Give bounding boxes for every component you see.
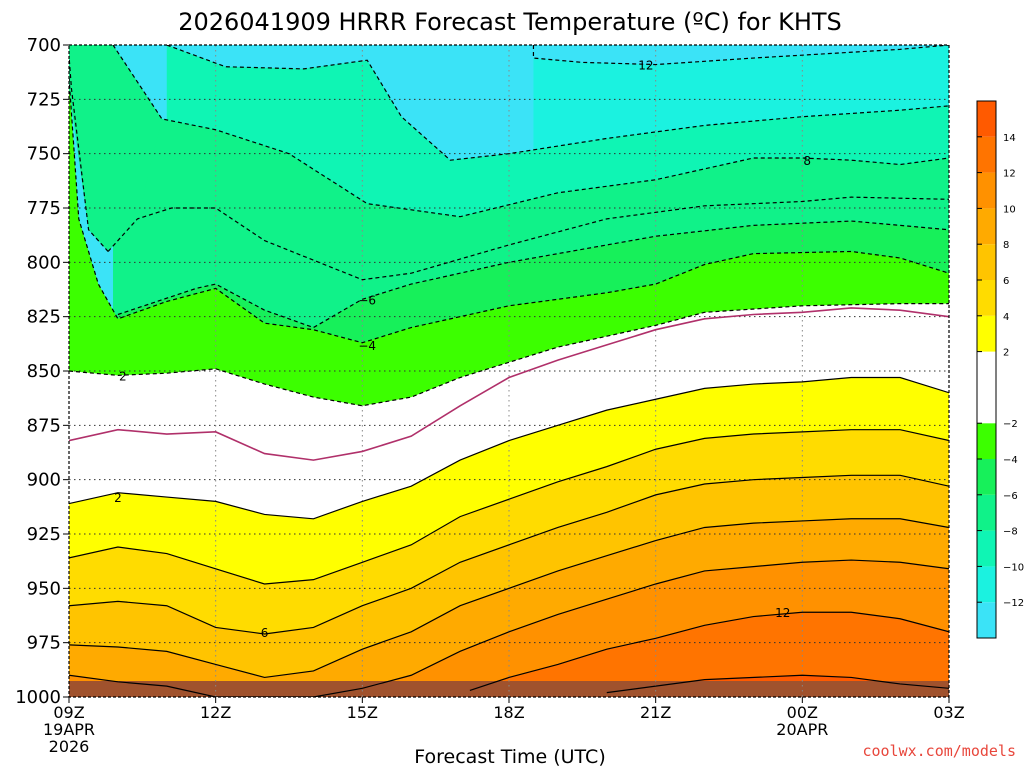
contour-lines <box>69 45 949 697</box>
y-tick-label: 775 <box>27 198 61 219</box>
plot-area <box>69 45 949 697</box>
contour-line-m7 <box>107 196 949 281</box>
y-tick-label: 800 <box>27 252 61 273</box>
x-axis-title: Forecast Time (UTC) <box>414 746 605 768</box>
colorbar: 14 12 10 8 6 4 2 −2 −4 −6 −8 −10 −12 <box>976 100 1024 639</box>
colorbar-swatch <box>977 208 996 245</box>
contour-label: −6 <box>358 293 376 307</box>
colorbar-tick-label: −8 <box>1003 527 1018 538</box>
colorbar-tick-label: −10 <box>1003 562 1024 573</box>
contour-line-8 <box>69 518 949 679</box>
colorbar-swatch <box>977 530 996 567</box>
contour-line-m6 <box>117 220 949 329</box>
colorbar-tick-label: 10 <box>1003 204 1016 215</box>
colorbar-tick-label: 4 <box>1003 312 1009 323</box>
y-tick-label: 1000 <box>15 687 61 708</box>
x-tick-label: 15Z <box>347 703 378 722</box>
x-tick-label: 2026 <box>49 737 90 756</box>
y-tick-label: 825 <box>27 307 61 328</box>
colorbar-tick-label: −12 <box>1003 598 1024 609</box>
y-tick-label: 875 <box>27 415 61 436</box>
x-tick-label: 03Z <box>933 703 964 722</box>
colorbar-tick-label: −6 <box>1003 491 1018 502</box>
contour-label: 12 <box>775 606 790 620</box>
x-tick-label: 19APR <box>43 720 95 739</box>
y-axis: 700 725 750 775 800 825 850 875 900 925 950 975 1000 <box>15 35 69 708</box>
colorbar-swatch <box>977 280 996 316</box>
x-tick-label: 00Z <box>787 703 818 722</box>
contour-label: 8 <box>803 154 811 168</box>
x-tick-label: 09Z <box>53 703 84 722</box>
colorbar-swatch <box>977 101 996 137</box>
contour-line-10 <box>69 559 949 697</box>
x-tick-label: 20APR <box>776 720 828 739</box>
contour-label: 12 <box>638 59 653 73</box>
contour-label: 2 <box>114 491 122 505</box>
colorbar-swatch <box>977 315 996 352</box>
colorbar-tick-label: 14 <box>1003 133 1016 144</box>
contour-line-2 <box>69 376 949 520</box>
contour-label: 6 <box>261 626 269 640</box>
contour-line-m12 <box>532 45 949 66</box>
x-tick-label: 18Z <box>493 703 524 722</box>
contour-label: −4 <box>358 339 376 353</box>
contour-label: 2 <box>119 369 127 383</box>
colorbar-swatch <box>977 351 996 424</box>
colorbar-swatch <box>977 602 996 638</box>
colorbar-tick-label: −2 <box>1003 419 1018 430</box>
contour-line-12 <box>469 611 949 692</box>
contour-line-m2 <box>69 303 949 407</box>
colorbar-swatch <box>977 494 996 531</box>
colorbar-swatch <box>977 566 996 603</box>
contour-line-4 <box>69 429 949 585</box>
x-tick-label: 21Z <box>640 703 671 722</box>
ground-surface <box>69 681 949 697</box>
band-left-wedge <box>69 45 162 252</box>
contour-line-m6 <box>69 55 109 252</box>
contour-line-14 <box>606 674 949 694</box>
colorbar-tick-label: −4 <box>1003 455 1018 466</box>
y-tick-label: 900 <box>27 470 61 491</box>
credit-text: coolwx.com/models <box>862 742 1016 760</box>
colorbar-swatch <box>977 244 996 280</box>
y-tick-label: 950 <box>27 578 61 599</box>
contour-line-0 <box>69 307 949 461</box>
chart-title: 2026041909 HRRR Forecast Temperature (ºC… <box>178 8 842 36</box>
colorbar-swatch <box>977 459 996 495</box>
colorbar-tick-label: 2 <box>1003 348 1009 359</box>
y-tick-label: 925 <box>27 524 61 545</box>
colorbar-swatch <box>977 136 996 173</box>
band-fill-12 <box>469 612 949 697</box>
colorbar-swatch <box>977 172 996 209</box>
colorbar-frame <box>976 100 997 639</box>
colorbar-tick-label: 12 <box>1003 169 1016 180</box>
colorbar-tick-label: 6 <box>1003 276 1009 287</box>
colorbar-tick-label: 8 <box>1003 240 1009 251</box>
contour-line-6 <box>69 474 949 635</box>
y-tick-label: 975 <box>27 633 61 654</box>
y-tick-label: 725 <box>27 89 61 110</box>
y-tick-label: 850 <box>27 361 61 382</box>
contour-line-m8 <box>112 45 949 218</box>
contour-labels: 12 8 −6 −4 2 2 6 12 <box>114 59 811 640</box>
x-tick-label: 12Z <box>200 703 231 722</box>
colorbar-swatch <box>977 423 996 459</box>
y-tick-label: 700 <box>27 35 61 56</box>
contour-line-m10 <box>166 45 949 161</box>
y-tick-label: 750 <box>27 144 61 165</box>
